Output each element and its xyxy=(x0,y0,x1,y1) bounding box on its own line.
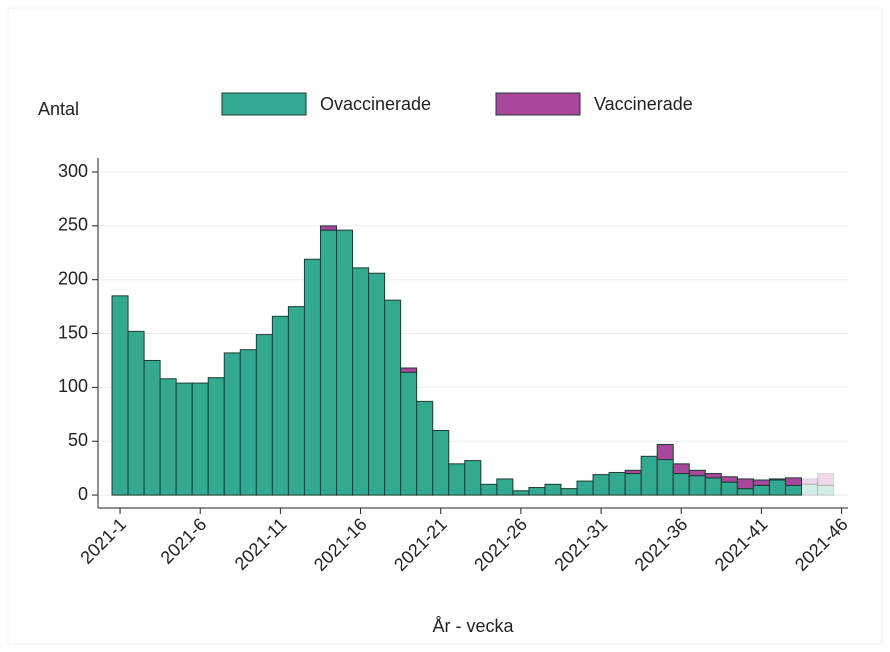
bar-segment xyxy=(752,479,770,486)
bar-segment xyxy=(817,484,835,496)
bar-segment xyxy=(175,382,193,496)
bar-segment xyxy=(624,473,642,496)
bar-segment xyxy=(720,481,738,496)
y-tick-label: 100 xyxy=(58,376,88,396)
bar-segment xyxy=(736,478,754,490)
legend-swatch xyxy=(495,92,581,116)
bar-segment xyxy=(207,377,225,496)
y-tick-label: 200 xyxy=(58,268,88,288)
y-tick-label: 50 xyxy=(68,430,88,450)
bar-segment xyxy=(480,483,498,496)
x-axis-label: År - vecka xyxy=(432,616,514,636)
bar-segment xyxy=(336,229,354,496)
bar-segment xyxy=(784,477,803,486)
bar-segment xyxy=(672,473,690,496)
bar-segment xyxy=(624,469,642,475)
bar-segment xyxy=(784,484,803,496)
bar-segment xyxy=(608,471,626,496)
bar-segment xyxy=(544,483,562,496)
bar-segment xyxy=(704,473,722,479)
bar-segment xyxy=(736,488,754,496)
bar-segment xyxy=(271,315,289,496)
bar-segment xyxy=(496,478,514,496)
bar-segment xyxy=(768,479,786,496)
bar-segment xyxy=(801,478,819,485)
y-axis-label: Antal xyxy=(38,99,79,119)
bar-segment xyxy=(656,459,674,496)
bar-segment xyxy=(303,258,321,496)
bar-segment xyxy=(528,487,546,496)
bar-segment xyxy=(143,359,161,496)
bar-segment xyxy=(432,429,450,496)
y-tick-label: 250 xyxy=(58,215,88,235)
bar-segment xyxy=(448,463,466,496)
bar-segment xyxy=(704,477,722,496)
bar-segment xyxy=(319,225,338,231)
bar-segment xyxy=(223,352,241,496)
bar-segment xyxy=(672,463,690,475)
bar-segment xyxy=(400,367,418,373)
bar-segment xyxy=(801,483,819,496)
bar-segment xyxy=(768,478,786,481)
bar-segment xyxy=(720,476,738,483)
bar-segment xyxy=(287,306,305,496)
bar-segment xyxy=(688,469,706,477)
bar-segment xyxy=(592,474,610,496)
y-tick-label: 0 xyxy=(78,484,88,504)
bar-segment xyxy=(352,267,370,496)
y-tick-label: 150 xyxy=(58,322,88,342)
frame xyxy=(7,7,883,645)
bar-segment xyxy=(512,490,530,496)
bar-segment xyxy=(576,480,594,496)
bar-segment xyxy=(416,400,434,496)
bar-segment xyxy=(640,455,658,496)
bar-segment xyxy=(127,330,145,496)
bar-segment xyxy=(817,473,835,486)
bar-segment xyxy=(752,484,770,496)
bar-segment xyxy=(239,349,257,496)
bar-segment xyxy=(159,378,177,496)
bar-segment xyxy=(368,272,386,496)
bar-segment xyxy=(656,443,674,461)
bar-segment xyxy=(560,488,578,496)
legend-label: Ovaccinerade xyxy=(320,94,431,114)
legend-label: Vaccinerade xyxy=(594,94,693,114)
legend-swatch xyxy=(221,92,307,116)
bar-segment xyxy=(384,299,402,496)
bar-segment xyxy=(191,382,209,496)
bar-segment xyxy=(255,334,273,496)
y-tick-label: 300 xyxy=(58,161,88,181)
bar-segment xyxy=(111,295,129,496)
bar-segment xyxy=(319,229,338,496)
bar-segment xyxy=(400,371,418,496)
bar-segment xyxy=(688,475,706,496)
bar-segment xyxy=(464,460,482,496)
